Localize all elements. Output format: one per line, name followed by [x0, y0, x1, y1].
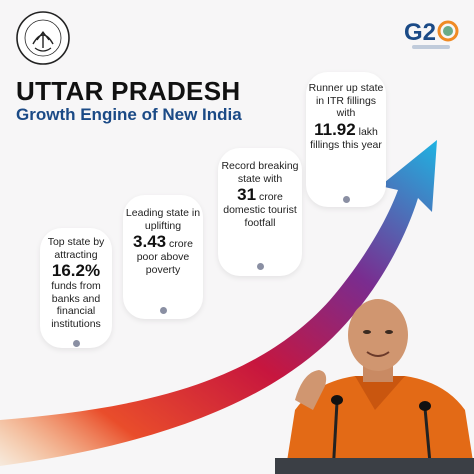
marker-dot [342, 196, 350, 203]
page-title: UTTAR PRADESH [16, 76, 241, 106]
highlight-card: Record breaking state with 31 crore dome… [218, 148, 302, 276]
highlight-pre: Record breaking state with [221, 160, 299, 185]
page-subtitle: Growth Engine of New India [16, 105, 242, 124]
highlight-unit: crore [169, 238, 193, 250]
highlight-post: funds from banks and financial instituti… [51, 280, 101, 330]
marker-dot [72, 340, 80, 347]
highlight-pre: Runner up state in ITR fillings with [308, 82, 384, 119]
highlight-figure: 11.92 [314, 119, 356, 139]
highlight-card: Runner up state in ITR fillings with 11.… [306, 72, 386, 207]
highlight-unit: crore [258, 191, 283, 203]
g20-logo: G2 [404, 12, 460, 54]
highlight-figure: 31 [237, 185, 257, 204]
highlight-pre: Top state by attracting [47, 236, 105, 261]
up-govt-emblem [16, 11, 70, 65]
svg-text:G2: G2 [404, 19, 436, 46]
highlight-post: poor above poverty [136, 251, 190, 276]
marker-dot [256, 263, 264, 270]
arrow-body [0, 140, 437, 466]
highlight-card: Leading state in uplifting 3.43 crore po… [123, 195, 203, 319]
highlight-post: fillings this year [310, 138, 382, 151]
highlight-post: domestic tourist footfall [223, 204, 297, 229]
marker-dot [159, 307, 167, 314]
speaker-photo [275, 299, 474, 474]
highlight-figure: 3.43 [133, 232, 167, 251]
highlight-unit: lakh [358, 125, 378, 138]
highlight-card: Top state by attracting 16.2% funds from… [40, 228, 112, 348]
highlight-figure: 16.2% [51, 261, 101, 280]
highlight-pre: Leading state in uplifting [125, 207, 201, 232]
